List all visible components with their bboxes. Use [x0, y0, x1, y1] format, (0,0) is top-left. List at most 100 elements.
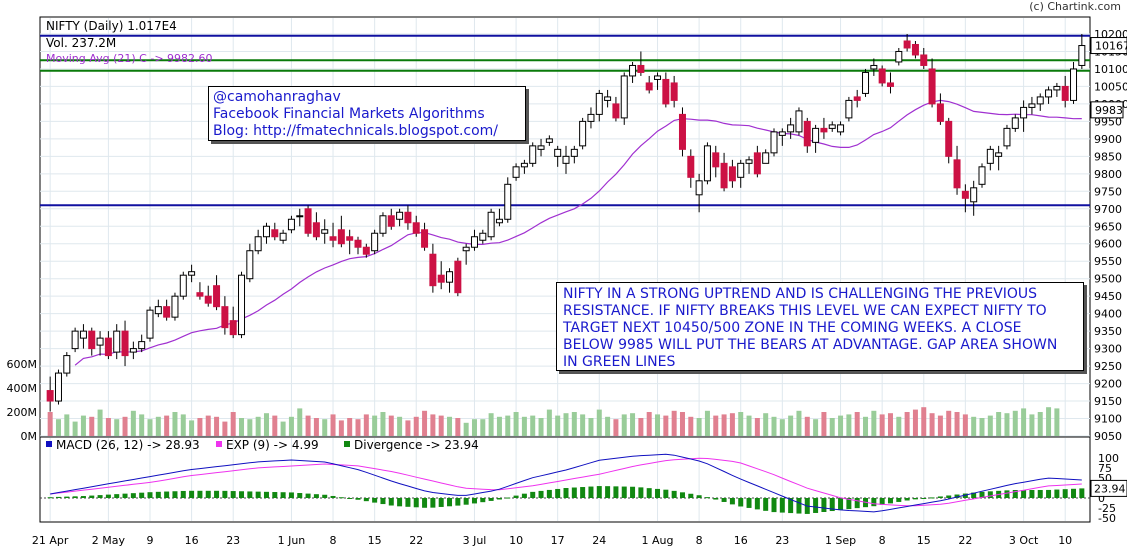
- volume-bar: [64, 414, 70, 436]
- divergence-bar: [222, 490, 228, 498]
- candle: [354, 236, 362, 255]
- divergence-bar: [621, 486, 627, 498]
- divergence-bar: [189, 490, 195, 498]
- price-tick-label: 9800: [1094, 168, 1122, 181]
- volume-bar: [1054, 408, 1060, 436]
- volume-bar: [496, 416, 502, 436]
- volume-bar: [796, 410, 802, 436]
- x-tick-label: 10: [509, 534, 523, 547]
- candle-body: [803, 120, 811, 147]
- chartink-credit[interactable]: (c) Chartink.com: [1029, 0, 1121, 13]
- x-tick-label: 8: [696, 534, 703, 547]
- divergence-bar: [555, 488, 561, 498]
- candle: [1061, 75, 1069, 108]
- candle-body: [928, 68, 936, 105]
- divergence-bar: [563, 488, 569, 498]
- candle: [803, 117, 811, 153]
- candle: [762, 149, 770, 164]
- volume-bar: [55, 419, 61, 436]
- divergence-bar: [979, 491, 985, 498]
- candle-body: [787, 124, 795, 133]
- divergence-bar: [255, 491, 261, 498]
- candle: [745, 156, 753, 174]
- price-tick-label: 10100: [1094, 63, 1127, 76]
- candle: [537, 138, 545, 157]
- price-tick-label: 9400: [1094, 308, 1122, 321]
- candle: [1045, 86, 1053, 104]
- price-tick-label: 9950: [1094, 115, 1122, 128]
- x-tick-label: 8: [879, 534, 886, 547]
- candle: [304, 205, 312, 237]
- volume-bar: [513, 412, 519, 436]
- candle-body: [911, 43, 919, 56]
- x-tick-label: 1 Aug: [642, 534, 674, 547]
- candle-body: [512, 166, 520, 178]
- candle-body: [837, 124, 845, 133]
- divergence-bar: [397, 498, 403, 507]
- volume-bar: [430, 414, 436, 436]
- volume-bar: [555, 415, 561, 436]
- candle: [96, 331, 104, 356]
- candle-body: [1011, 117, 1019, 129]
- volume-bar: [679, 412, 685, 436]
- candle-body: [695, 180, 703, 196]
- price-tick-label: 10050: [1094, 80, 1127, 93]
- candle-body: [670, 82, 678, 101]
- candle: [371, 229, 379, 255]
- candle: [171, 292, 179, 321]
- candle: [529, 142, 537, 167]
- candle-body: [1020, 106, 1028, 119]
- candle-body: [903, 40, 911, 49]
- volume-tick-label: 400M: [7, 382, 38, 395]
- candle: [678, 107, 686, 157]
- candle-body: [745, 159, 753, 164]
- candle-body: [978, 166, 986, 185]
- x-tick-label: 3 Jul: [463, 534, 487, 547]
- candle-body: [587, 113, 595, 122]
- volume-bar: [821, 412, 827, 436]
- candle-body: [620, 75, 628, 119]
- divergence-bar: [1079, 488, 1085, 498]
- candle-body: [504, 183, 512, 220]
- divergence-bar: [214, 490, 220, 498]
- divergence-bar: [1054, 489, 1060, 498]
- candle: [629, 61, 637, 83]
- divergence-bar: [1046, 489, 1052, 498]
- volume-bar: [946, 410, 952, 436]
- divergence-bar: [646, 488, 652, 498]
- candle: [670, 75, 678, 108]
- divergence-bar: [704, 497, 710, 499]
- candle: [421, 222, 429, 251]
- divergence-bar: [55, 496, 61, 498]
- candle: [520, 159, 528, 174]
- divergence-bar: [671, 490, 677, 498]
- divergence-bar: [447, 498, 453, 507]
- candle: [254, 229, 262, 255]
- x-tick-label: 22: [958, 534, 972, 547]
- divergence-bar: [1071, 488, 1077, 498]
- candle-body: [870, 64, 878, 70]
- divergence-bar: [180, 490, 186, 498]
- candle: [986, 145, 994, 171]
- x-tick-label: 16: [185, 534, 199, 547]
- volume-bar: [222, 421, 228, 436]
- divergence-bar: [80, 496, 86, 498]
- divergence-bar: [596, 486, 602, 498]
- candle: [911, 40, 919, 59]
- candle-body: [121, 330, 129, 357]
- divergence-bar: [796, 498, 802, 514]
- divergence-bar: [347, 498, 353, 499]
- volume-bar: [205, 415, 211, 436]
- candle-body: [371, 232, 379, 252]
- candle: [229, 306, 237, 339]
- volume-bar: [89, 416, 95, 436]
- candle-body: [1003, 127, 1011, 147]
- candle: [820, 117, 828, 139]
- candle-body: [612, 103, 620, 119]
- candle-body: [429, 253, 437, 287]
- candle-body: [753, 152, 761, 175]
- volume-bar: [455, 418, 461, 436]
- candle: [196, 282, 204, 300]
- divergence-bar: [829, 498, 835, 512]
- divergence-bar: [230, 491, 236, 498]
